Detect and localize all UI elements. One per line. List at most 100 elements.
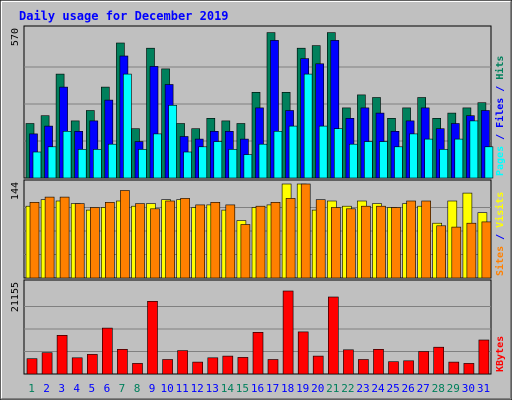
panel-legend: Pages / Files / Hits	[494, 56, 506, 176]
bar-pages-day-4	[77, 149, 87, 179]
bar-kbytes-day-23	[358, 359, 369, 375]
bar-sites-day-25	[391, 207, 401, 279]
bar-sites-day-4	[74, 203, 85, 279]
bar-kbytes-day-8	[132, 363, 143, 375]
bar-kbytes-day-31	[478, 339, 490, 375]
bar-kbytes-day-17	[267, 359, 279, 375]
panel-max-label: 144	[10, 182, 21, 200]
day-labels: 1 2 3 4 5 6 7 8 9 10 11 12 13 14 15 16 17 18 19 20 21 22 23 24 2…	[28, 382, 490, 395]
bar-pages-day-17	[273, 131, 283, 179]
bar-pages-day-19	[303, 73, 313, 179]
bar-kbytes-day-14	[222, 355, 234, 375]
bar-kbytes-day-7	[117, 348, 128, 375]
day-label-13: 13	[206, 382, 219, 395]
day-label-24: 24	[371, 382, 385, 395]
bar-kbytes-day-18	[282, 290, 294, 375]
day-label-19: 19	[296, 382, 309, 395]
bar-kbytes-day-25	[388, 361, 399, 375]
legend-part: KBytes	[495, 336, 506, 372]
bar-kbytes-day-15	[237, 357, 249, 375]
day-label-8: 8	[134, 382, 141, 395]
panel-legend: Sites / Visits	[494, 192, 506, 276]
panel-visits-sites: 144 Sites / Visits	[10, 179, 506, 279]
bar-kbytes-day-6	[102, 327, 113, 375]
bar-sites-day-20	[315, 199, 326, 279]
day-label-9: 9	[149, 382, 156, 395]
bar-pages-day-16	[258, 143, 268, 179]
bar-kbytes-day-9	[147, 300, 158, 375]
day-label-23: 23	[356, 382, 369, 395]
bar-sites-day-10	[165, 200, 175, 279]
bar-kbytes-day-16	[252, 331, 264, 375]
bar-sites-day-26	[406, 200, 416, 279]
legend-part: /	[495, 228, 506, 246]
bar-sites-day-1	[29, 202, 40, 279]
day-label-26: 26	[401, 382, 414, 395]
bar-pages-day-5	[93, 149, 102, 179]
bar-sites-day-30	[466, 222, 477, 279]
day-label-28: 28	[432, 382, 445, 395]
bar-kbytes-day-12	[192, 361, 203, 375]
bar-pages-day-15	[243, 154, 253, 179]
bar-kbytes-day-4	[71, 357, 83, 375]
day-label-14: 14	[221, 382, 235, 395]
bar-kbytes-day-10	[162, 359, 173, 375]
bar-sites-day-18	[285, 198, 296, 279]
bar-sites-day-21	[330, 207, 341, 279]
day-label-29: 29	[447, 382, 460, 395]
bar-pages-day-10	[168, 105, 177, 179]
bar-pages-day-26	[409, 133, 418, 179]
day-label-10: 10	[160, 382, 173, 395]
bar-sites-day-29	[451, 226, 462, 279]
bar-sites-day-11	[180, 198, 190, 279]
bar-pages-day-12	[198, 146, 207, 179]
legend-part: Pages	[495, 146, 506, 176]
day-label-1: 1	[28, 382, 35, 395]
bar-pages-day-14	[228, 149, 238, 179]
bar-pages-day-6	[108, 143, 117, 179]
bar-sites-day-5	[90, 207, 100, 279]
legend-part: /	[495, 80, 506, 98]
bar-pages-day-1	[32, 151, 42, 179]
bar-sites-day-23	[361, 205, 371, 279]
bar-pages-day-31	[484, 146, 494, 179]
bar-sites-day-12	[195, 204, 205, 279]
bar-sites-day-2	[44, 196, 55, 279]
bar-kbytes-day-22	[343, 349, 354, 375]
bar-sites-day-8	[135, 203, 145, 279]
bar-sites-day-24	[376, 205, 386, 279]
bar-pages-day-7	[123, 73, 132, 179]
bar-kbytes-day-29	[448, 361, 460, 375]
bar-sites-day-14	[225, 204, 236, 279]
bar-sites-day-3	[59, 196, 70, 279]
day-label-17: 17	[266, 382, 279, 395]
chart-panels: 570 Pages / Files / Hits 144 Sites / Visits…	[10, 25, 506, 375]
bar-sites-day-28	[436, 225, 447, 279]
bar-pages-day-3	[62, 131, 72, 179]
bar-sites-day-15	[240, 224, 251, 279]
bar-sites-day-19	[300, 183, 311, 279]
bar-pages-day-8	[138, 149, 147, 179]
bar-sites-day-27	[421, 200, 432, 279]
day-label-3: 3	[58, 382, 65, 395]
bar-kbytes-day-11	[177, 350, 188, 375]
bar-sites-day-31	[481, 221, 492, 279]
bar-kbytes-day-24	[373, 348, 384, 375]
bar-sites-day-13	[210, 202, 221, 279]
bar-sites-day-9	[150, 208, 160, 279]
bar-pages-day-13	[213, 141, 223, 179]
day-label-25: 25	[386, 382, 399, 395]
bar-kbytes-day-28	[433, 346, 445, 375]
bar-pages-day-23	[364, 141, 373, 179]
bar-kbytes-day-1	[26, 358, 38, 375]
bar-sites-day-22	[346, 208, 356, 279]
day-label-12: 12	[191, 382, 204, 395]
legend-part: Sites	[494, 246, 506, 276]
legend-part: /	[495, 128, 506, 146]
day-label-6: 6	[104, 382, 111, 395]
bar-pages-day-9	[153, 133, 162, 179]
day-label-4: 4	[73, 382, 80, 395]
bar-pages-day-28	[439, 149, 449, 179]
